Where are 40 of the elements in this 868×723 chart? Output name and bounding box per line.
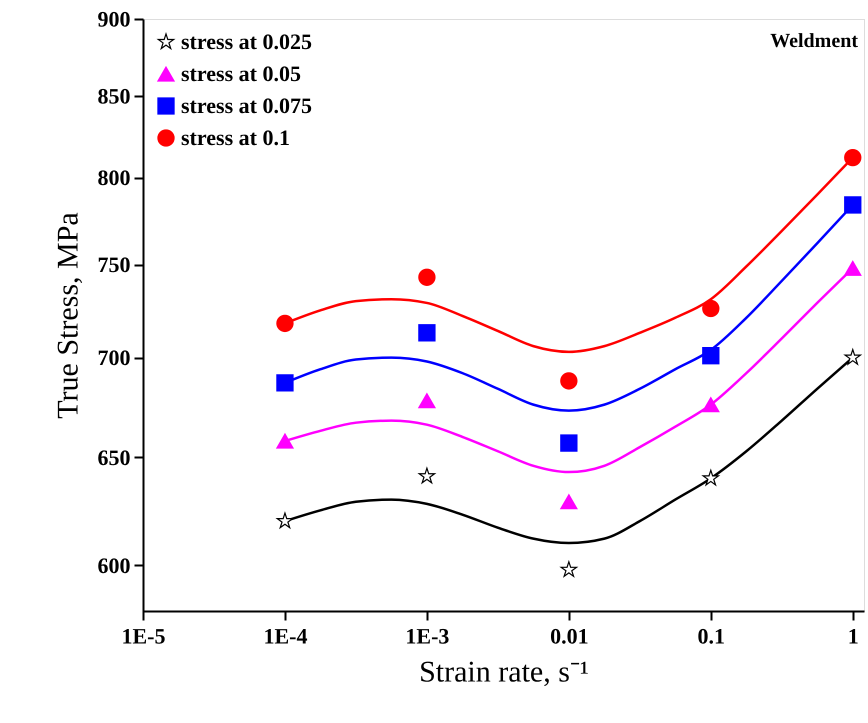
legend-label: stress at 0.075 xyxy=(181,93,312,118)
point xyxy=(276,512,294,528)
point xyxy=(702,397,720,412)
legend-label: stress at 0.025 xyxy=(181,29,312,54)
point xyxy=(560,434,578,452)
point xyxy=(418,324,436,342)
point xyxy=(844,196,862,214)
legend-label: stress at 0.1 xyxy=(181,125,290,150)
point xyxy=(418,468,436,484)
point xyxy=(844,260,862,276)
x-tick-label: 1E-4 xyxy=(263,624,308,648)
point xyxy=(844,348,862,365)
point xyxy=(560,561,578,577)
annotation: Weldment xyxy=(770,30,858,52)
point xyxy=(276,374,294,392)
y-tick-label: 600 xyxy=(98,552,130,578)
y-tick-label: 700 xyxy=(98,345,130,370)
x-tick-label: 0.1 xyxy=(698,624,726,648)
x-tick-label: 0.01 xyxy=(550,624,589,648)
x-tick-label: 1 xyxy=(848,624,859,648)
x-tick-label: 1E-3 xyxy=(405,624,450,648)
point xyxy=(276,433,294,449)
x-axis-title: Strain rate, s⁻¹ xyxy=(419,656,589,688)
x-tick-label: 1E-5 xyxy=(122,624,166,648)
point xyxy=(844,148,862,166)
y-tick-label: 800 xyxy=(98,165,130,190)
point xyxy=(560,494,578,510)
point xyxy=(560,372,578,390)
y-tick-label: 750 xyxy=(98,252,130,278)
point xyxy=(702,347,720,364)
point xyxy=(702,300,720,318)
y-tick-label: 850 xyxy=(98,84,130,109)
point xyxy=(418,393,436,408)
point xyxy=(418,268,436,286)
y-tick-label: 900 xyxy=(98,6,130,32)
point xyxy=(276,314,294,332)
y-axis-title: True Stress, MPa xyxy=(52,212,84,419)
legend-label: stress at 0.05 xyxy=(181,61,301,86)
point xyxy=(702,470,720,486)
y-tick-label: 650 xyxy=(98,444,130,470)
